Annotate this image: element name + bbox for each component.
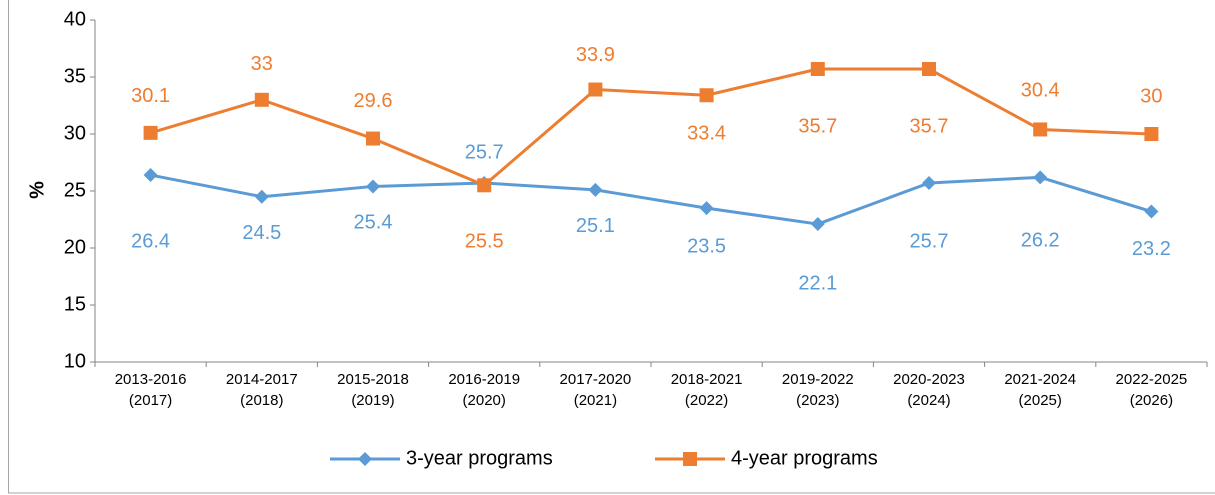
- x-tick-label-line: 2022-2025: [1116, 371, 1188, 388]
- data-label: 30: [1140, 85, 1162, 107]
- x-tick-label: 2020-2023 (2024): [893, 371, 965, 409]
- x-tick-label: 2014-2017 (2018): [226, 371, 298, 409]
- x-tick-label-line: 2013-2016: [115, 371, 187, 388]
- legend-label: 3-year programs: [406, 447, 553, 469]
- x-tick-label-line: 2015-2018: [337, 371, 409, 388]
- marker: [1033, 170, 1048, 185]
- data-label: 25.7: [465, 141, 504, 163]
- marker: [366, 131, 380, 146]
- data-label: 25.4: [354, 212, 393, 234]
- marker: [588, 182, 603, 197]
- x-tick-label-line: 2016-2019: [448, 371, 520, 388]
- data-label: 30.4: [1021, 80, 1060, 102]
- data-label: 22.1: [798, 272, 837, 294]
- marker: [588, 82, 603, 97]
- x-tick-label: 2016-2019 (2020): [448, 371, 520, 409]
- marker: [810, 62, 825, 77]
- x-tick-label-line: (2023): [796, 392, 839, 409]
- x-tick-label-line: 2017-2020: [560, 371, 632, 388]
- x-tick-label-line: (2022): [685, 392, 728, 409]
- chart-border: [8, 0, 1215, 494]
- x-tick-label-line: (2021): [574, 392, 617, 409]
- marker: [1144, 204, 1159, 219]
- marker: [477, 178, 492, 193]
- x-tick-label-line: (2026): [1130, 392, 1173, 409]
- data-label: 25.7: [910, 230, 949, 252]
- marker: [1033, 122, 1048, 137]
- marker: [254, 189, 269, 204]
- x-tick-label-line: (2017): [129, 392, 172, 409]
- marker: [699, 201, 714, 216]
- data-label: 23.5: [687, 235, 726, 257]
- x-tick-label-line: 2020-2023: [893, 371, 965, 388]
- series-line: [150, 67, 1152, 187]
- marker: [810, 217, 825, 232]
- x-tick-label-line: 2019-2022: [782, 371, 854, 388]
- y-tick-label: 10: [64, 350, 86, 372]
- data-label: 26.2: [1021, 230, 1060, 252]
- data-label: 29.6: [354, 90, 393, 112]
- y-tick-label: 35: [64, 65, 86, 87]
- x-tick-label-line: (2025): [1019, 392, 1062, 409]
- marker: [699, 88, 714, 103]
- data-label: 25.5: [465, 231, 504, 253]
- y-tick-label: 40: [64, 8, 86, 30]
- data-label: 35.7: [798, 115, 837, 137]
- x-tick-label-line: (2020): [463, 392, 506, 409]
- x-tick-label-line: 2014-2017: [226, 371, 298, 388]
- marker: [683, 452, 697, 466]
- series-line: [150, 173, 1152, 226]
- x-tick-label: 2021-2024 (2025): [1004, 371, 1076, 409]
- x-tick-label-line: (2024): [907, 392, 950, 409]
- x-tick-label: 2018-2021 (2022): [671, 371, 743, 409]
- data-label: 30.1: [131, 85, 170, 107]
- data-label: 33.9: [576, 44, 615, 66]
- x-tick-label: 2017-2020 (2021): [560, 371, 632, 409]
- data-label: 25.1: [576, 215, 615, 237]
- x-tick-label-line: 2018-2021: [671, 371, 743, 388]
- marker: [358, 452, 372, 466]
- x-tick-label-line: 2021-2024: [1004, 371, 1076, 388]
- x-tick-label-line: (2018): [240, 392, 283, 409]
- marker: [1144, 127, 1159, 141]
- x-tick-label: 2015-2018 (2019): [337, 371, 409, 409]
- x-tick-label-line: (2019): [351, 392, 394, 409]
- data-label: 33: [251, 53, 273, 75]
- data-label: 23.2: [1132, 238, 1171, 260]
- y-tick-label: 20: [64, 236, 86, 258]
- x-tick-label: 2019-2022 (2023): [782, 371, 854, 409]
- y-axis-label: %: [26, 181, 48, 199]
- marker: [366, 179, 380, 194]
- data-label: 33.4: [687, 123, 726, 145]
- y-tick-label: 30: [64, 122, 86, 144]
- marker: [922, 176, 936, 191]
- data-label: 24.5: [242, 222, 281, 244]
- data-label: 26.4: [131, 230, 170, 252]
- x-tick-label: 2022-2025 (2026): [1116, 371, 1188, 409]
- y-tick-label: 15: [64, 293, 86, 315]
- legend-label: 4-year programs: [731, 447, 878, 469]
- y-tick-label: 25: [64, 179, 86, 201]
- marker: [143, 125, 158, 140]
- marker: [143, 168, 158, 183]
- data-label: 35.7: [910, 115, 949, 137]
- x-tick-label: 2013-2016 (2017): [115, 371, 187, 409]
- marker: [254, 92, 269, 107]
- marker: [922, 62, 936, 77]
